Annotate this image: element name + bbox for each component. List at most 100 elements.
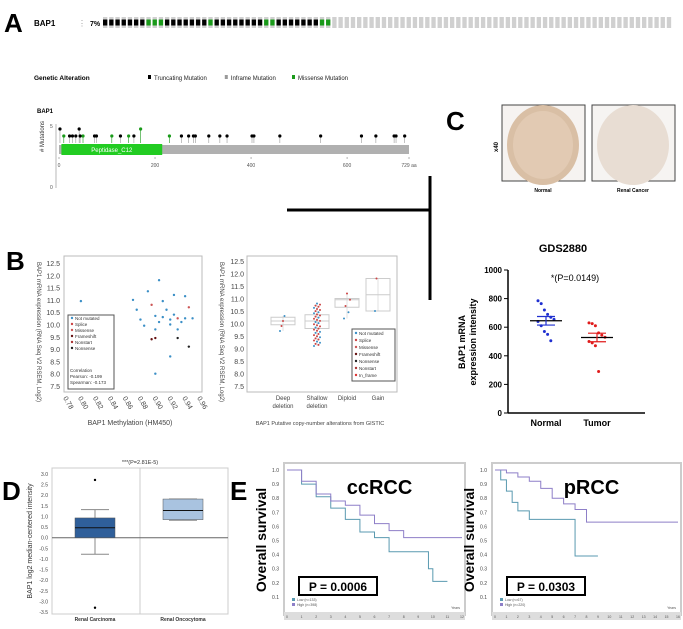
data-point: [154, 372, 157, 375]
alteration-mark: [140, 19, 145, 26]
data-point: [157, 279, 161, 282]
data-point: [349, 298, 351, 301]
legend-label: Frameshift: [359, 352, 381, 357]
sample-cell: [561, 17, 566, 28]
y-tick-label: 9.5: [234, 334, 244, 341]
x-tick-label: 7: [574, 615, 576, 619]
y-tick-label: 10.0: [46, 323, 60, 330]
x-tick-label: 11: [446, 615, 450, 619]
sample-cell: [468, 17, 473, 28]
sample-cell: [437, 17, 442, 28]
data-point: [549, 339, 553, 343]
domain-label: Peptidase_C12: [91, 148, 133, 154]
outlier: [93, 478, 97, 482]
legend-box: [351, 328, 396, 382]
survival-curve: [495, 469, 598, 557]
data-point: [279, 330, 281, 332]
x-tick-label: 6: [563, 615, 565, 619]
y-tick-label: 1.0: [480, 468, 487, 474]
data-point: [314, 342, 317, 345]
y-tick-label: -2.5: [39, 589, 48, 595]
y-tick-label: -3.0: [39, 599, 48, 605]
cna-boxplot: 12.5 12.0 11.5 11.0 10.5 10.0 9.5 9.0 8.5 8.0 7.5 B…: [218, 255, 398, 427]
data-point: [319, 325, 321, 328]
alteration-mark: [264, 19, 269, 26]
x-tick-label: Deep: [276, 396, 291, 402]
y-tick-label: 10.0: [230, 322, 244, 329]
mutation-point: [127, 134, 131, 138]
plot-frame: [246, 255, 398, 393]
y-tick-label: -3.5: [39, 610, 48, 616]
legend-label: Missense Mutation: [298, 76, 348, 82]
km-prcc: 0 1 2 3 4 5 6 7 8 9 10 11 12 13 14 15 16Years1.00.90.80.…: [461, 462, 682, 620]
y-tick-label: 0.6: [272, 524, 279, 530]
legend-label: Truncating Mutation: [154, 76, 207, 82]
mutation-point: [62, 134, 66, 138]
mutation-point: [58, 127, 62, 131]
x-axis-label: BAP1 Putative copy-number alterations fr…: [256, 421, 384, 427]
x-axis-band: [284, 612, 465, 620]
sample-cell: [586, 17, 591, 28]
alteration-mark: [307, 19, 312, 26]
x-tick-label: 1: [301, 615, 303, 619]
data-point: [139, 318, 142, 321]
mutation-point: [319, 134, 323, 138]
legend-marker: [354, 373, 358, 377]
data-point: [169, 323, 172, 326]
x-tick-label: 2: [315, 615, 317, 619]
data-point: [79, 299, 83, 303]
y-tick-label: 0.3: [272, 567, 279, 573]
panel-label-e: E: [230, 476, 247, 506]
data-point: [313, 339, 315, 342]
drag-handle-icon[interactable]: ⋮: [78, 19, 86, 28]
ytick: 5: [50, 124, 53, 130]
data-point: [317, 322, 320, 325]
y-tick-label: -1.0: [39, 557, 48, 563]
y-tick-label: 400: [489, 352, 503, 361]
legend-marker: [70, 316, 74, 320]
data-point: [146, 290, 150, 293]
x-tick-label: 0.86: [121, 396, 134, 411]
sample-cell: [480, 17, 486, 28]
alteration-mark: [301, 19, 306, 26]
sample-cell: [344, 17, 349, 28]
alteration-mark: [288, 19, 294, 26]
sample-cell: [412, 17, 418, 28]
x-tick-label: 14: [653, 615, 657, 619]
data-point: [344, 305, 347, 307]
y-tick-label: 0.5: [41, 525, 48, 531]
sample-cell: [418, 17, 424, 28]
x-axis-label: Years: [451, 606, 460, 610]
sample-cell: [573, 17, 579, 28]
image-label-cancer: Renal Cancer: [617, 188, 649, 194]
x-tick-label: 13: [642, 615, 646, 619]
mutation-point: [132, 134, 136, 138]
y-tick-label: 0.7: [272, 510, 279, 516]
data-point: [346, 292, 348, 295]
legend-swatch: [224, 75, 228, 79]
y-tick-label: 11.5: [231, 284, 244, 291]
data-point: [546, 312, 550, 316]
y-tick-label: -1.5: [39, 568, 48, 574]
data-point: [314, 310, 317, 313]
data-point: [165, 308, 168, 311]
x-tick-label: deletion: [272, 404, 293, 410]
tissue-core-cancer: [597, 105, 669, 185]
alteration-mark: [133, 19, 139, 26]
sample-cell: [524, 17, 529, 28]
data-point: [316, 313, 318, 316]
data-point: [313, 345, 315, 347]
alteration-mark: [245, 19, 250, 26]
x-tick-label: 11: [619, 615, 623, 619]
data-point: [314, 321, 317, 324]
significance-annotation: ***(P=2.81E-5): [122, 460, 158, 466]
data-point: [590, 322, 594, 326]
data-point: [316, 318, 318, 321]
methylation-scatter: 12.512.011.511.010.510.09.59.08.58.07.50…: [35, 255, 208, 427]
x-tick-label: 0: [58, 163, 61, 169]
alteration-mark: [183, 19, 188, 26]
alteration-mark: [208, 19, 213, 26]
survival-curve: [495, 469, 678, 523]
data-point: [172, 293, 176, 297]
sample-cell: [654, 17, 659, 28]
